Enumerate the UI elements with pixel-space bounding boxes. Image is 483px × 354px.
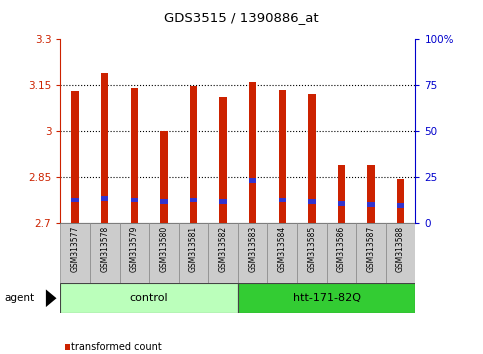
Text: GSM313587: GSM313587 bbox=[367, 226, 375, 272]
Bar bbox=[120, 223, 149, 283]
Bar bbox=[149, 223, 179, 283]
Bar bbox=[249, 178, 256, 183]
Text: GSM313585: GSM313585 bbox=[307, 226, 316, 272]
Bar bbox=[338, 165, 345, 223]
Bar bbox=[279, 198, 286, 202]
Bar bbox=[208, 223, 238, 283]
Bar bbox=[397, 203, 404, 208]
Text: GSM313580: GSM313580 bbox=[159, 226, 169, 272]
Bar bbox=[238, 283, 415, 313]
Text: GSM313582: GSM313582 bbox=[219, 226, 227, 272]
Bar bbox=[249, 82, 256, 223]
Bar bbox=[190, 198, 197, 202]
Bar bbox=[327, 223, 356, 283]
Bar bbox=[386, 223, 415, 283]
Bar bbox=[238, 223, 268, 283]
Bar bbox=[60, 283, 238, 313]
Bar bbox=[71, 198, 79, 202]
Text: GDS3515 / 1390886_at: GDS3515 / 1390886_at bbox=[164, 11, 319, 24]
Bar bbox=[297, 223, 327, 283]
Bar bbox=[90, 223, 120, 283]
Text: GSM313586: GSM313586 bbox=[337, 226, 346, 272]
Bar bbox=[60, 223, 90, 283]
Text: transformed count: transformed count bbox=[71, 342, 162, 352]
Bar bbox=[308, 94, 315, 223]
Bar bbox=[179, 223, 208, 283]
Bar bbox=[338, 201, 345, 206]
Text: GSM313579: GSM313579 bbox=[130, 226, 139, 273]
Bar bbox=[308, 199, 315, 204]
Text: GSM313584: GSM313584 bbox=[278, 226, 287, 272]
Bar bbox=[279, 90, 286, 223]
Polygon shape bbox=[46, 290, 57, 307]
Text: GSM313578: GSM313578 bbox=[100, 226, 109, 272]
Bar bbox=[367, 202, 375, 207]
Text: control: control bbox=[130, 293, 169, 303]
Text: GSM313583: GSM313583 bbox=[248, 226, 257, 272]
Bar bbox=[101, 196, 109, 201]
Bar bbox=[397, 178, 404, 223]
Bar bbox=[219, 199, 227, 204]
Bar bbox=[367, 165, 375, 223]
Bar bbox=[101, 73, 109, 223]
Text: htt-171-82Q: htt-171-82Q bbox=[293, 293, 361, 303]
Text: GSM313581: GSM313581 bbox=[189, 226, 198, 272]
Bar bbox=[356, 223, 386, 283]
Bar bbox=[71, 91, 79, 223]
Bar bbox=[268, 223, 297, 283]
Text: GSM313577: GSM313577 bbox=[71, 226, 80, 273]
Bar bbox=[190, 86, 197, 223]
Text: agent: agent bbox=[5, 293, 35, 303]
Bar bbox=[160, 131, 168, 223]
Text: GSM313588: GSM313588 bbox=[396, 226, 405, 272]
Bar bbox=[130, 198, 138, 202]
Bar bbox=[130, 88, 138, 223]
Bar bbox=[219, 97, 227, 223]
Bar bbox=[160, 199, 168, 204]
